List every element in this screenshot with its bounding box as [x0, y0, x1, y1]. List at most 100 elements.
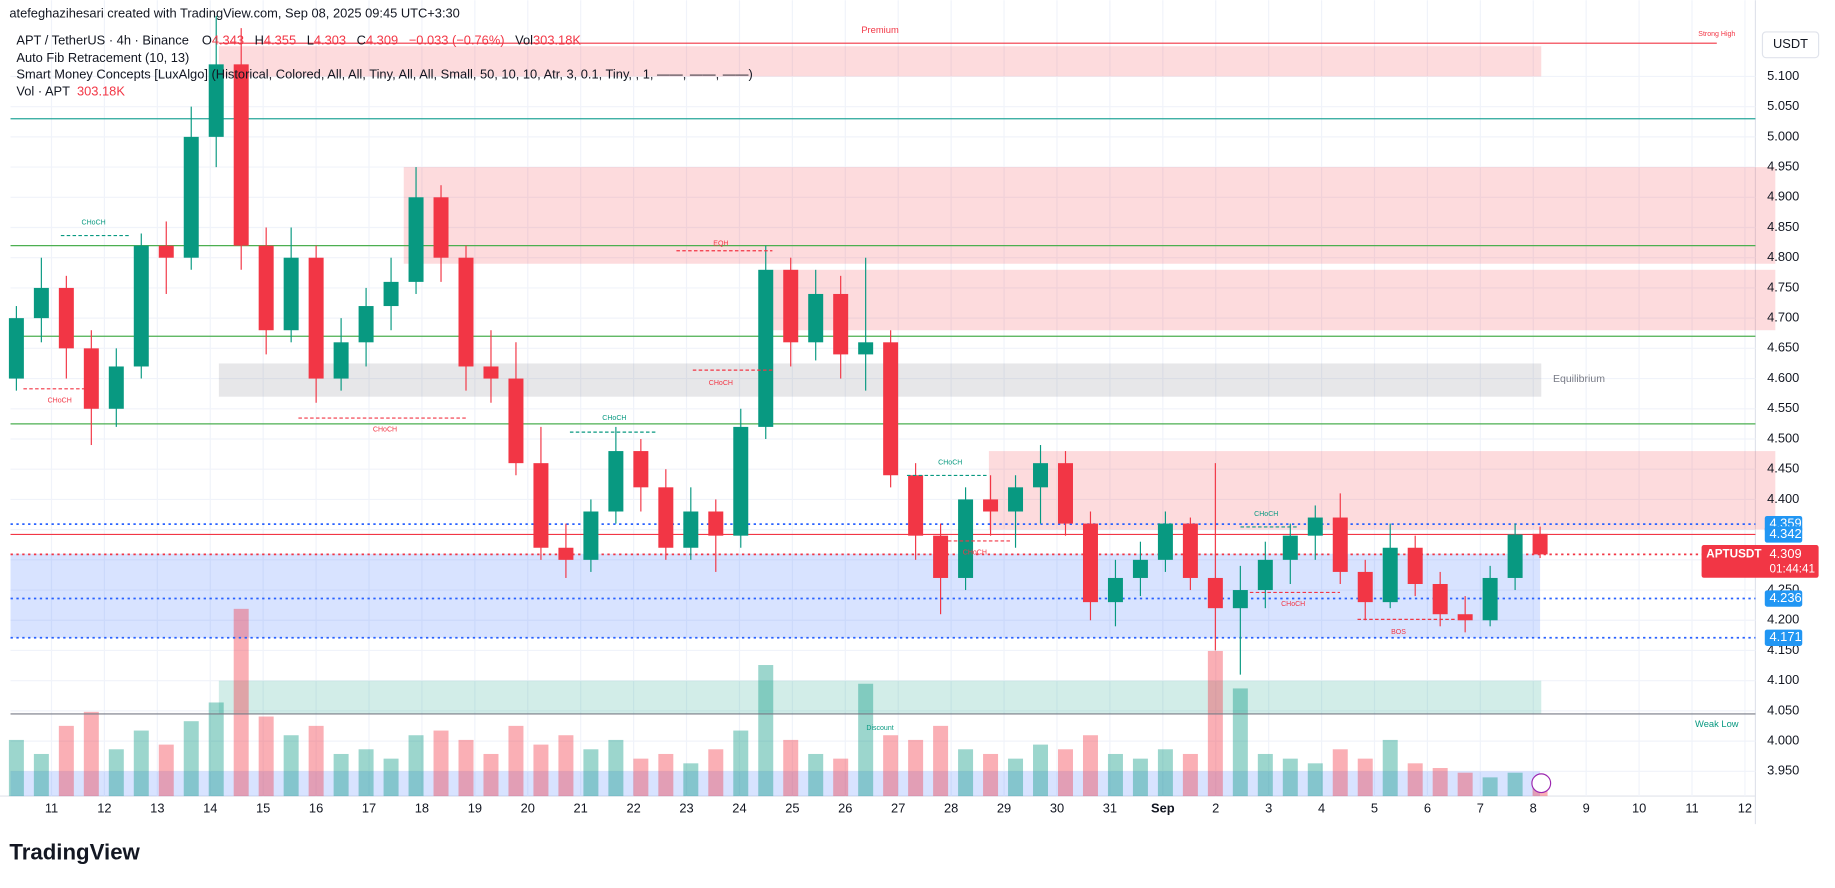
- candle-body: [83, 348, 99, 409]
- indicator-name: Vol · APT: [16, 84, 70, 99]
- currency-button[interactable]: [1761, 31, 1820, 59]
- candle-body: [983, 499, 999, 512]
- x-tick-label: 25: [785, 800, 799, 815]
- volume-bar: [683, 763, 699, 797]
- volume-bar: [658, 753, 674, 797]
- x-tick-label: 18: [415, 800, 429, 815]
- volume-bar: [1107, 753, 1123, 797]
- x-tick-label: 3: [1265, 800, 1272, 815]
- x-tick-label: 7: [1477, 800, 1484, 815]
- volume-bar: [1182, 753, 1198, 797]
- candle-body: [608, 451, 624, 512]
- candle-body: [1257, 559, 1273, 591]
- candle-body: [933, 535, 949, 578]
- o-label: O: [202, 33, 212, 48]
- candle-body: [1332, 517, 1348, 572]
- volume-bar: [283, 735, 299, 797]
- candle-body: [408, 197, 424, 282]
- price-label: 4.342: [1769, 526, 1801, 541]
- candle-body: [183, 136, 199, 258]
- volume-bar: [358, 749, 374, 797]
- price-label-bg: [1764, 629, 1803, 646]
- candle-body: [808, 293, 824, 343]
- zone-label: Weak Low: [1695, 719, 1739, 729]
- volume-bar: [383, 758, 399, 797]
- zone: [772, 269, 1776, 331]
- candle-body: [1132, 559, 1148, 578]
- low: 4.303: [314, 33, 346, 48]
- volume-bar: [883, 735, 899, 797]
- volume-bar: [558, 735, 574, 797]
- x-tick-label: 5: [1371, 800, 1378, 815]
- x-tick-label: 2: [1212, 800, 1219, 815]
- price-tag-bg: [1701, 545, 1819, 578]
- y-tick-label: 4.100: [1767, 672, 1799, 687]
- alert-icon[interactable]: [1531, 773, 1552, 794]
- x-tick-label: 12: [1738, 800, 1752, 815]
- volume-bar: [933, 725, 949, 797]
- volume-bar: [258, 716, 274, 797]
- candle-body: [1307, 517, 1323, 536]
- indicator: Auto Fib Retracement (10, 13): [16, 50, 189, 65]
- volume-bar: [158, 744, 174, 797]
- y-tick-label: 4.800: [1767, 249, 1799, 264]
- candle-body: [1282, 535, 1298, 560]
- structure-label: CHoCH: [938, 459, 962, 466]
- candle-body: [1033, 463, 1049, 488]
- volume-bar: [1332, 749, 1348, 797]
- volume-bar: [308, 725, 324, 797]
- x-tick-label: 9: [1583, 800, 1590, 815]
- candle-body: [908, 475, 924, 536]
- zone: [988, 451, 1776, 494]
- candle-body: [333, 342, 349, 379]
- volume-bar: [1157, 749, 1173, 797]
- volume-bar: [458, 739, 474, 797]
- y-tick-label: 4.850: [1767, 219, 1799, 234]
- credit: atefeghazihesari created with TradingVie…: [9, 6, 459, 21]
- structure-label: CHoCH: [709, 380, 733, 387]
- candle-body: [283, 257, 299, 331]
- volume-bar: [583, 749, 599, 797]
- candle-body: [858, 342, 874, 355]
- candle-body: [1207, 577, 1223, 609]
- volume-bar: [1432, 768, 1448, 797]
- volume-bar: [33, 753, 49, 797]
- labels-layer: atefeghazihesari created with TradingVie…: [9, 6, 1820, 864]
- currency[interactable]: USDT: [1773, 36, 1808, 51]
- x-tick-label: 13: [150, 800, 164, 815]
- candle-body: [883, 342, 899, 476]
- zone: [403, 167, 1776, 264]
- x-tick-label: 11: [45, 800, 58, 815]
- change: −0.033 (−0.76%): [409, 33, 505, 48]
- candle-body: [1157, 523, 1173, 560]
- volume-bar: [1282, 758, 1298, 797]
- volume-bar: [633, 758, 649, 797]
- zone: [10, 771, 1541, 797]
- volume-bar: [733, 730, 749, 797]
- candle-body: [833, 293, 849, 355]
- x-tick-label: 19: [468, 800, 482, 815]
- volume-bar: [1033, 744, 1049, 797]
- vol: 303.18K: [533, 33, 581, 48]
- price-label: 4.171: [1769, 629, 1801, 644]
- candle-body: [533, 463, 549, 548]
- y-tick-label: 4.000: [1767, 733, 1799, 748]
- structure-label: EQH: [713, 241, 728, 248]
- price-label-bg: [1764, 590, 1803, 607]
- candle-body: [458, 257, 474, 367]
- price-tag-symbol: APTUSDT: [1706, 547, 1762, 560]
- indicator-value: 303.18K: [77, 84, 125, 99]
- volume-bar: [758, 665, 774, 797]
- zone-label: Equilibrium: [1553, 373, 1605, 385]
- candle-body: [258, 245, 274, 331]
- x-tick-label: 15: [256, 800, 270, 815]
- x-tick-label: 16: [309, 800, 323, 815]
- x-tick-label: Sep: [1151, 800, 1175, 815]
- price-tag-price: 4.309: [1769, 546, 1801, 561]
- volume-bar: [1132, 758, 1148, 797]
- volume-bar: [608, 739, 624, 797]
- h-label: H: [255, 33, 264, 48]
- y-tick-label: 4.650: [1767, 340, 1799, 355]
- candle-body: [233, 64, 249, 246]
